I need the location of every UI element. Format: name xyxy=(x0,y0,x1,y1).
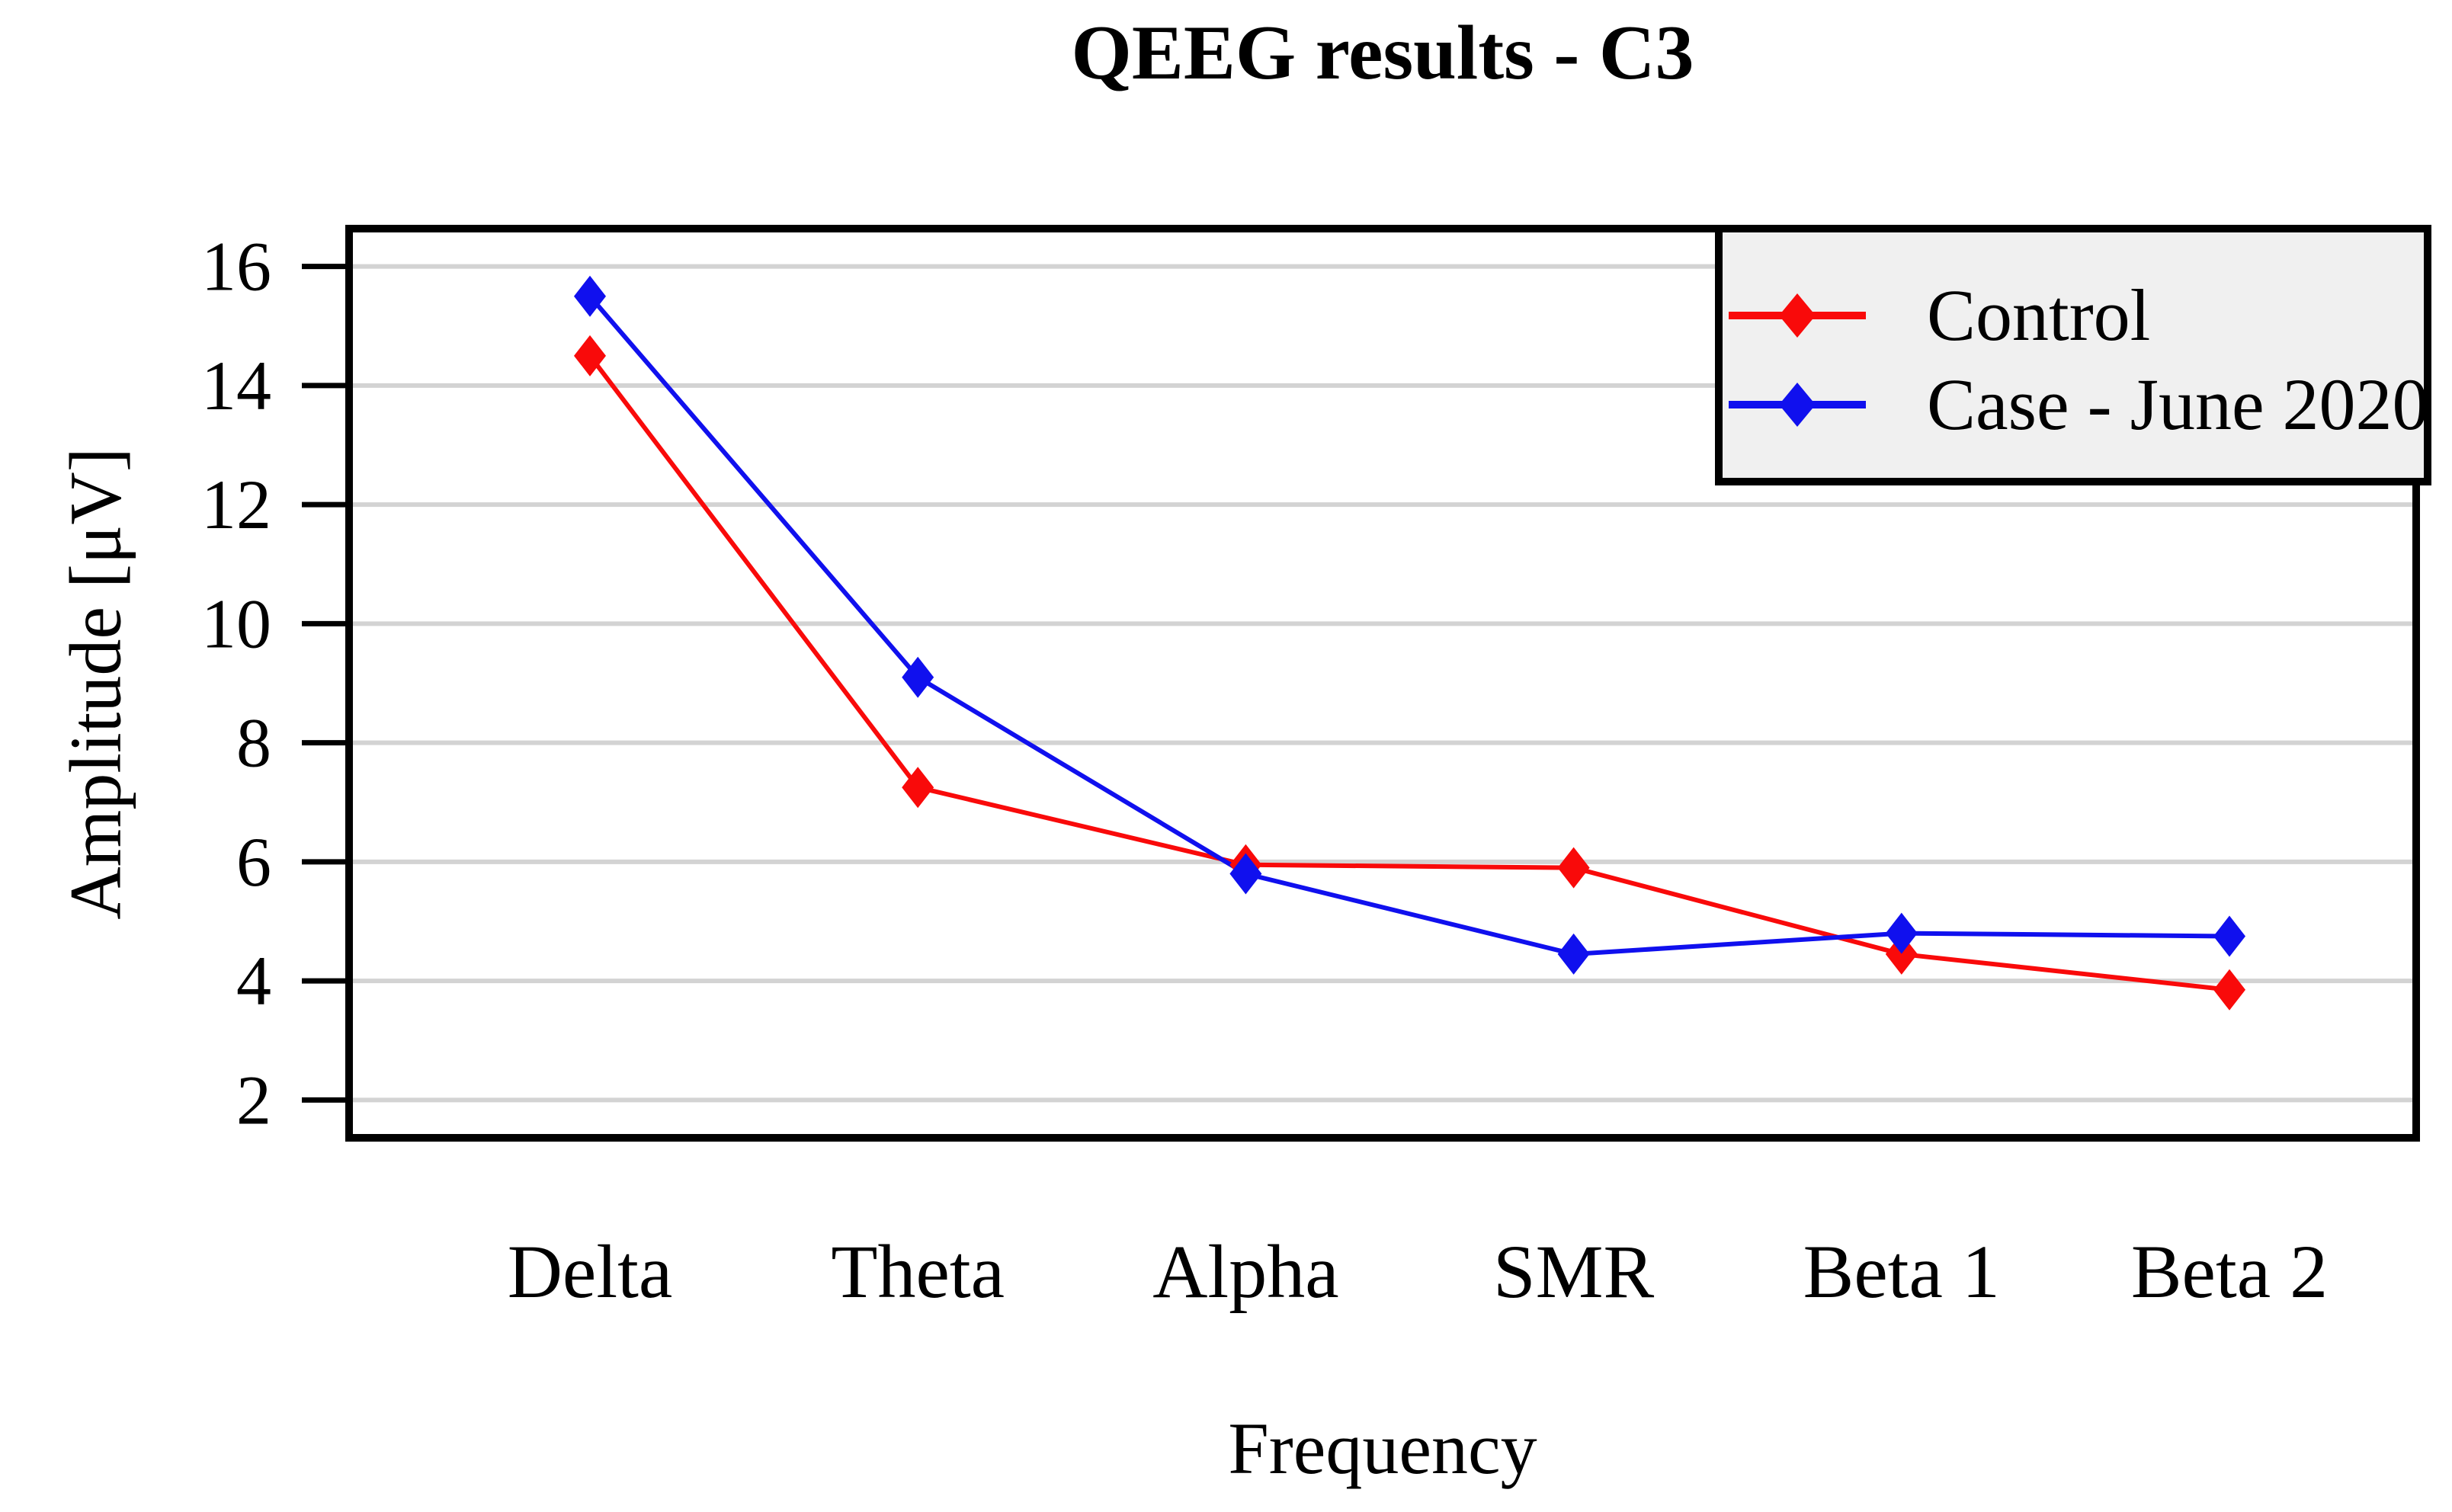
marker-control-delta xyxy=(574,335,606,376)
y-tick-label-10: 10 xyxy=(201,585,271,662)
y-tick-label-12: 12 xyxy=(201,466,271,543)
x-category-label-smr: SMR xyxy=(1493,1229,1655,1314)
series-line-case-june-2020 xyxy=(588,294,2230,956)
x-category-label-theta: Theta xyxy=(831,1229,1005,1314)
marker-case-june-2020-theta xyxy=(902,656,934,698)
legend-label-control: Control xyxy=(1927,274,2151,356)
marker-case-june-2020-alpha xyxy=(1229,853,1262,895)
legend-label-case: Case - June 2020 xyxy=(1927,364,2429,445)
plot-border xyxy=(345,225,2420,1142)
series-line-control xyxy=(588,354,2230,992)
marker-control-theta xyxy=(902,767,934,809)
case-series-swatch-icon xyxy=(1729,383,1866,427)
x-category-label-delta: Delta xyxy=(508,1229,673,1314)
marker-control-smr xyxy=(1557,847,1590,889)
marker-case-june-2020-beta-1 xyxy=(1885,912,1918,954)
marker-case-june-2020-beta-2 xyxy=(2213,915,2245,957)
x-category-label-beta-2: Beta 2 xyxy=(2131,1229,2328,1314)
marker-case-june-2020-smr xyxy=(1557,933,1590,975)
y-tick-label-14: 14 xyxy=(201,347,271,424)
legend-item-control: Control xyxy=(1729,274,2151,356)
y-tick-label-4: 4 xyxy=(236,942,271,1020)
x-category-label-alpha: Alpha xyxy=(1152,1229,1338,1314)
y-tick-label-6: 6 xyxy=(236,823,271,901)
x-category-label-beta-1: Beta 1 xyxy=(1803,1229,2000,1314)
marker-case-june-2020-delta xyxy=(574,275,606,317)
y-tick-label-2: 2 xyxy=(236,1061,271,1139)
control-series-swatch-icon xyxy=(1729,293,1866,338)
legend-item-case: Case - June 2020 xyxy=(1729,364,2429,445)
x-axis-title: Frequency xyxy=(1228,1408,1537,1489)
chart-title: QEEG results - C3 xyxy=(1071,10,1694,96)
y-tick-label-16: 16 xyxy=(201,228,271,306)
y-tick-label-8: 8 xyxy=(236,704,271,782)
marker-control-beta-1 xyxy=(1885,933,1918,975)
legend-box: Control Case - June 2020 xyxy=(1715,225,2431,485)
marker-control-beta-2 xyxy=(2213,969,2245,1011)
